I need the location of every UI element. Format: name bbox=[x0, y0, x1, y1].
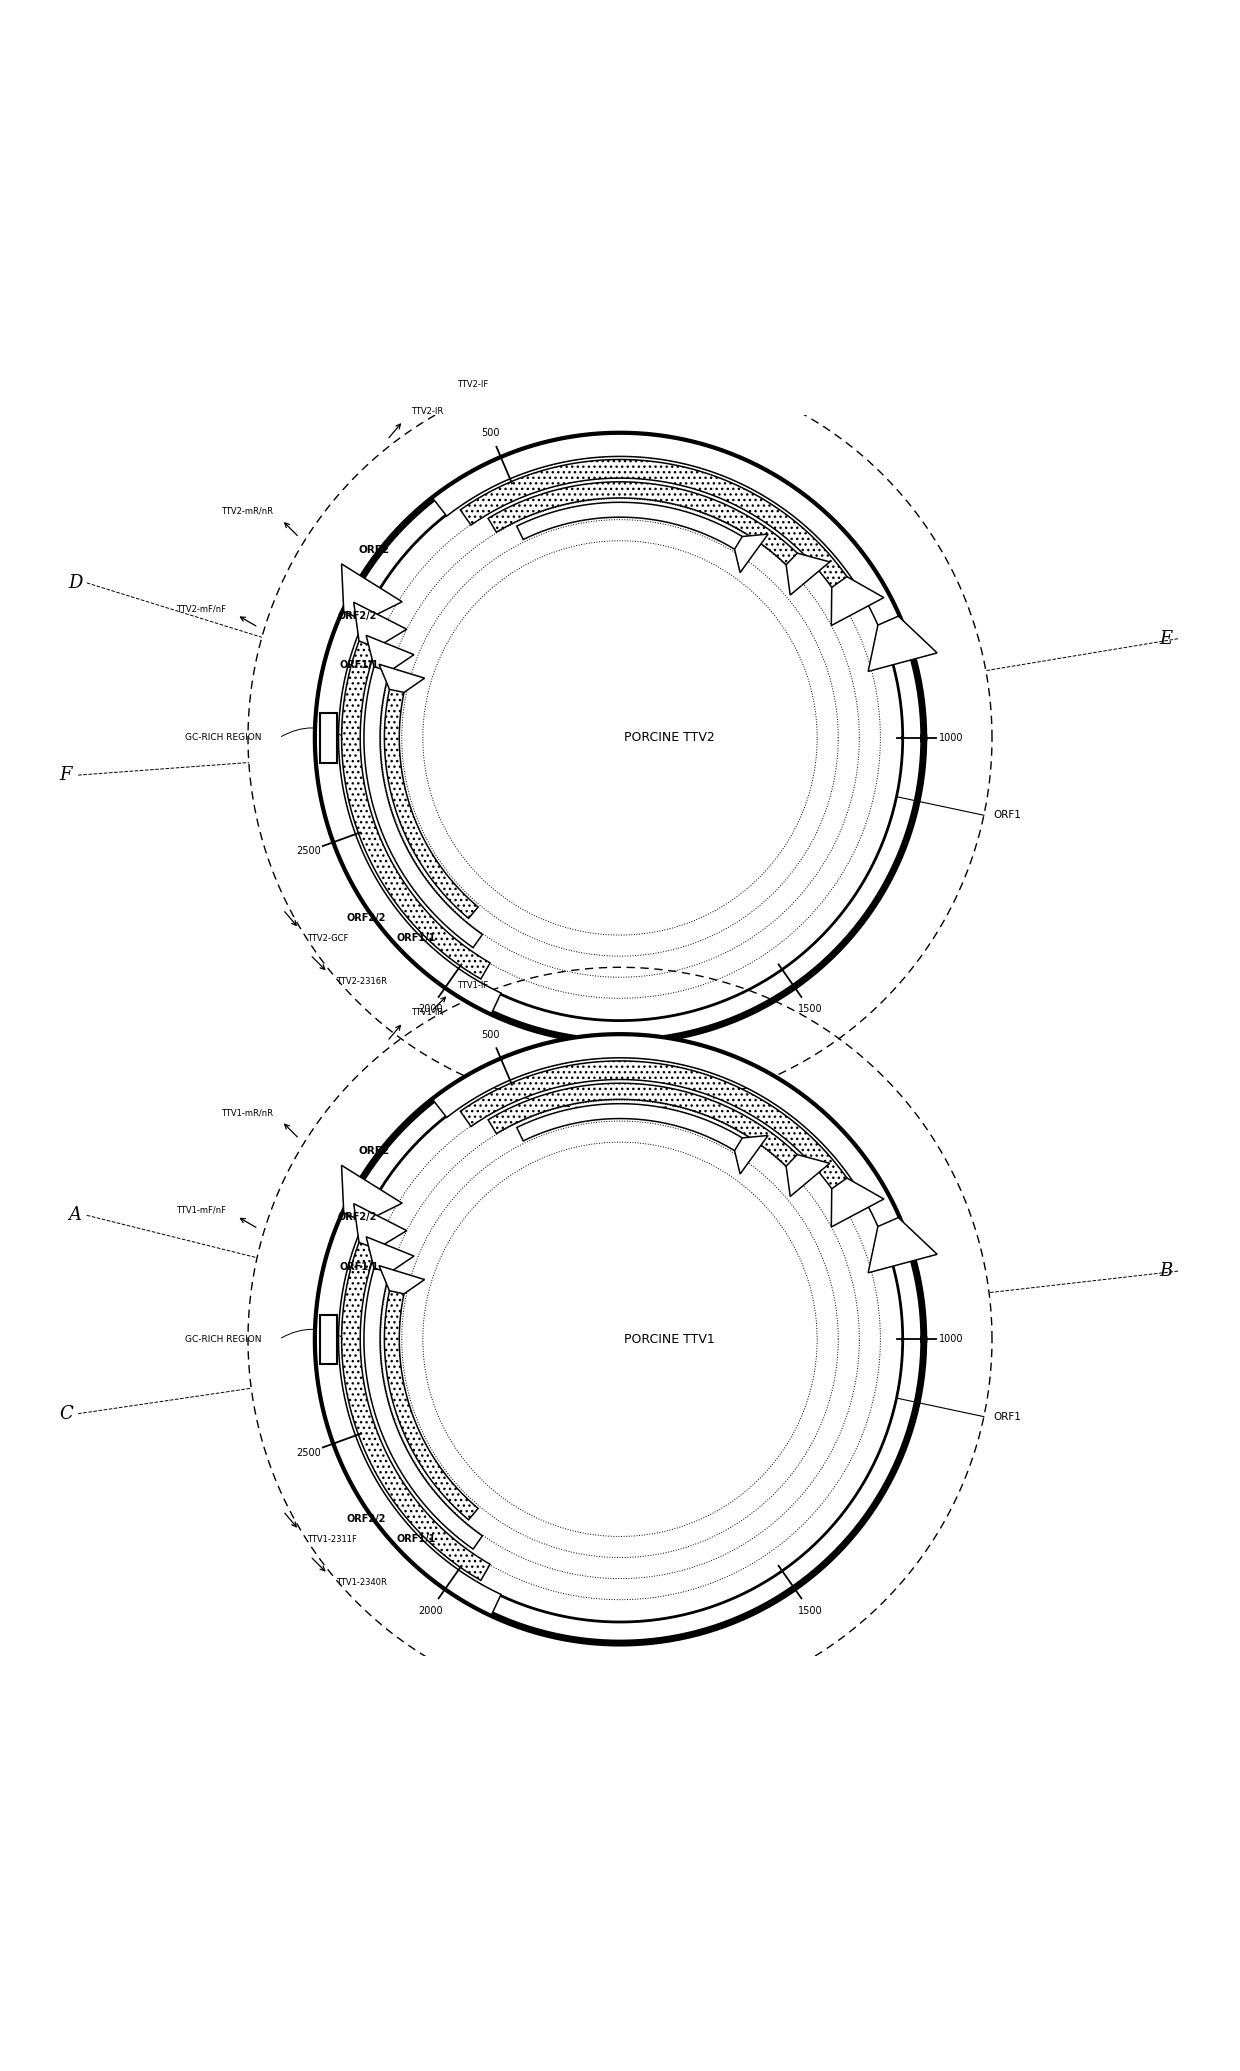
Polygon shape bbox=[366, 636, 414, 671]
Text: 2500: 2500 bbox=[296, 1448, 321, 1458]
Text: PORCINE TTV1: PORCINE TTV1 bbox=[624, 1334, 715, 1346]
Text: 1000: 1000 bbox=[939, 1334, 963, 1344]
Text: D: D bbox=[68, 574, 83, 592]
Polygon shape bbox=[341, 563, 402, 621]
Text: TTV2-mR/nR: TTV2-mR/nR bbox=[221, 507, 273, 516]
Text: 2000: 2000 bbox=[418, 1605, 443, 1615]
Text: TTV2-IF: TTV2-IF bbox=[458, 379, 489, 389]
Polygon shape bbox=[316, 1205, 501, 1615]
Polygon shape bbox=[517, 1104, 745, 1154]
Text: ORF1/1: ORF1/1 bbox=[340, 661, 379, 671]
Text: F: F bbox=[60, 766, 72, 785]
Polygon shape bbox=[365, 1263, 482, 1549]
Text: E: E bbox=[1159, 630, 1173, 648]
Polygon shape bbox=[831, 576, 884, 625]
Polygon shape bbox=[384, 1286, 479, 1520]
Text: TTV2-mF/nF: TTV2-mF/nF bbox=[176, 605, 226, 613]
Text: ORF2/2: ORF2/2 bbox=[346, 1514, 386, 1524]
Polygon shape bbox=[353, 1203, 407, 1249]
Text: GC-RICH REGION: GC-RICH REGION bbox=[185, 733, 262, 741]
Polygon shape bbox=[831, 1178, 884, 1226]
Text: TTV1-2340R: TTV1-2340R bbox=[336, 1578, 387, 1586]
Polygon shape bbox=[341, 1166, 402, 1222]
Text: 2500: 2500 bbox=[296, 847, 321, 855]
Text: B: B bbox=[1159, 1261, 1173, 1280]
Bar bbox=[320, 712, 337, 762]
Text: 500: 500 bbox=[481, 429, 500, 439]
Polygon shape bbox=[489, 483, 801, 570]
Text: 1500: 1500 bbox=[797, 1004, 822, 1015]
Polygon shape bbox=[460, 460, 851, 592]
Polygon shape bbox=[384, 686, 479, 917]
Text: A: A bbox=[68, 1205, 81, 1224]
Text: C: C bbox=[60, 1404, 73, 1423]
Text: TTV1-mR/nR: TTV1-mR/nR bbox=[221, 1108, 273, 1116]
Polygon shape bbox=[734, 534, 768, 572]
Text: 500: 500 bbox=[481, 1029, 500, 1040]
Polygon shape bbox=[868, 1218, 937, 1274]
Polygon shape bbox=[365, 661, 482, 949]
Text: GC-RICH REGION: GC-RICH REGION bbox=[185, 1336, 262, 1344]
Text: ORF2/2: ORF2/2 bbox=[337, 1212, 377, 1222]
Text: TTV1-mF/nF: TTV1-mF/nF bbox=[176, 1205, 226, 1214]
Text: PORCINE TTV2: PORCINE TTV2 bbox=[624, 731, 715, 743]
Polygon shape bbox=[489, 1083, 801, 1170]
Polygon shape bbox=[366, 1236, 414, 1274]
Polygon shape bbox=[379, 1265, 424, 1294]
Polygon shape bbox=[460, 1060, 851, 1195]
Polygon shape bbox=[353, 603, 407, 648]
Polygon shape bbox=[342, 1236, 490, 1580]
Polygon shape bbox=[342, 634, 490, 980]
Text: 2000: 2000 bbox=[418, 1004, 443, 1015]
Polygon shape bbox=[433, 1036, 901, 1234]
Text: ORF1/1: ORF1/1 bbox=[397, 932, 436, 942]
Text: TTV2-2316R: TTV2-2316R bbox=[336, 978, 388, 986]
Text: ORF2: ORF2 bbox=[358, 1145, 389, 1156]
Text: TTV1-2311F: TTV1-2311F bbox=[308, 1535, 357, 1545]
Text: ORF2/2: ORF2/2 bbox=[337, 611, 377, 621]
Polygon shape bbox=[316, 605, 501, 1013]
Text: ORF1/1: ORF1/1 bbox=[397, 1535, 436, 1545]
Polygon shape bbox=[517, 503, 745, 551]
Text: TTV1-IR: TTV1-IR bbox=[412, 1009, 444, 1017]
Polygon shape bbox=[868, 617, 937, 671]
Bar bbox=[320, 1315, 337, 1365]
Text: 1000: 1000 bbox=[939, 733, 963, 743]
Text: TTV2-GCF: TTV2-GCF bbox=[308, 934, 348, 942]
Text: ORF2/2: ORF2/2 bbox=[346, 913, 386, 924]
Text: ORF1: ORF1 bbox=[993, 1412, 1022, 1421]
Text: TTV1-IF: TTV1-IF bbox=[458, 982, 489, 990]
Text: TTV2-IR: TTV2-IR bbox=[412, 406, 444, 416]
Polygon shape bbox=[786, 553, 830, 594]
Polygon shape bbox=[734, 1135, 768, 1174]
Text: ORF1: ORF1 bbox=[993, 810, 1022, 820]
Text: 1500: 1500 bbox=[797, 1605, 822, 1615]
Polygon shape bbox=[433, 435, 901, 634]
Polygon shape bbox=[786, 1154, 830, 1197]
Polygon shape bbox=[379, 665, 424, 692]
Text: ORF1/1: ORF1/1 bbox=[340, 1261, 379, 1272]
Text: ORF2: ORF2 bbox=[358, 545, 389, 555]
